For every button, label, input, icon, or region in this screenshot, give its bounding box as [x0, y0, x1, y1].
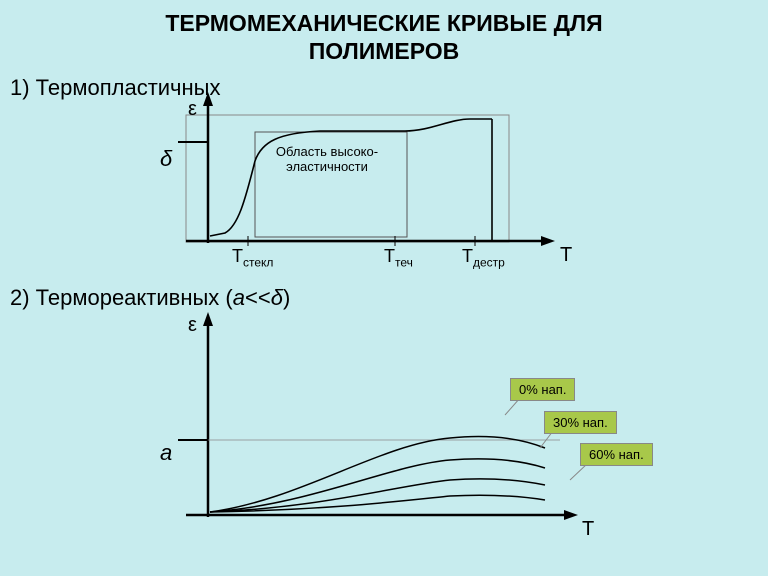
chart2-a-label: a: [160, 440, 172, 466]
badge-2: 60% нап.: [580, 443, 653, 466]
slide: ТЕРМОМЕХАНИЧЕСКИЕ КРИВЫЕ ДЛЯ ПОЛИМЕРОВ 1…: [0, 0, 768, 576]
chart2-curve-0: [210, 436, 545, 512]
chart2-y-label: ε: [188, 314, 197, 337]
badge-1: 30% нап.: [544, 411, 617, 434]
badge-0: 0% нап.: [510, 378, 575, 401]
chart2-x-arrow: [564, 510, 578, 520]
chart2-x-label: T: [582, 518, 594, 541]
chart2-curve-1: [210, 459, 545, 512]
chart2-y-arrow: [203, 312, 213, 326]
chart2-svg: [0, 0, 768, 576]
